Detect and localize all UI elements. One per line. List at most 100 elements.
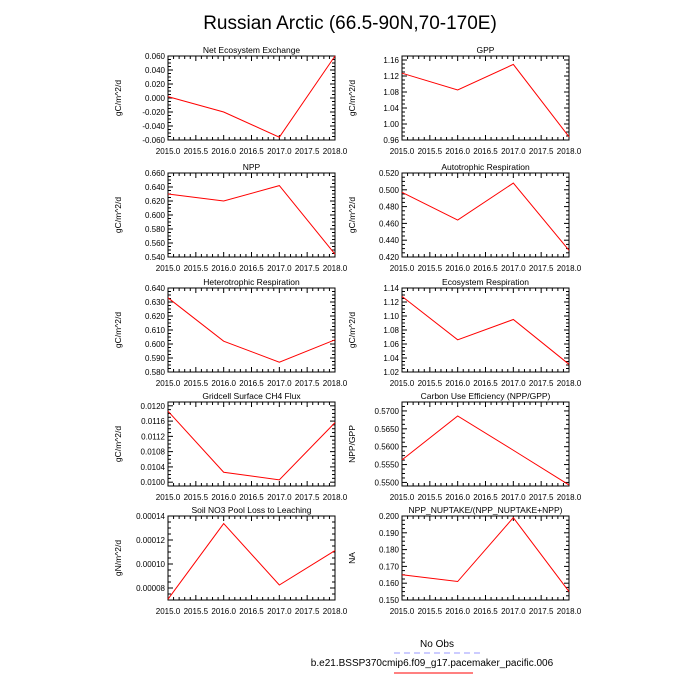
x-tick-label: 2016.0	[445, 264, 470, 273]
y-tick-label: 0.020	[145, 80, 166, 89]
legend-model-label: b.e21.BSSP370cmip6.f09_g17.pacemaker_pac…	[311, 658, 554, 669]
y-tick-label: -0.060	[142, 136, 165, 145]
y-tick-label: 0.520	[379, 169, 400, 178]
x-tick-label: 2016.5	[239, 379, 264, 388]
y-tick-label: 0.040	[145, 66, 166, 75]
x-tick-label: 2016.5	[239, 147, 264, 156]
y-axis-label: gC/m^2/d	[347, 80, 357, 116]
y-axis-label: NA	[347, 552, 357, 564]
y-tick-label: 0.200	[379, 512, 400, 521]
plot-frame	[167, 172, 336, 258]
y-tick-label: 0.0116	[141, 417, 165, 426]
y-tick-label: 0.150	[379, 596, 400, 605]
x-tick-label: 2015.5	[184, 264, 209, 273]
y-tick-label: 0.180	[379, 546, 400, 555]
x-tick-label: 2016.0	[211, 493, 236, 502]
series-line	[401, 182, 570, 251]
x-tick-label: 2015.0	[390, 147, 415, 156]
y-tick-label: -0.020	[142, 108, 165, 117]
series-line	[401, 415, 570, 486]
plot-frame	[167, 287, 336, 373]
chart-panel: 2015.0 2015.5 2016.0 2016.5 2017.0 2017.5 2018…	[347, 45, 582, 156]
y-tick-label: 0.480	[379, 203, 400, 212]
x-tick-label: 2017.5	[529, 264, 554, 273]
x-tick-label: 2017.5	[529, 147, 554, 156]
y-tick-label: 0.0112	[141, 432, 165, 441]
x-tick-label: 2015.5	[184, 379, 209, 388]
y-tick-label: 0.620	[145, 197, 166, 206]
x-tick-label: 2018.0	[323, 493, 348, 502]
x-tick-label: 2016.0	[445, 379, 470, 388]
y-tick-label: 0.590	[145, 354, 166, 363]
x-tick-label: 2015.0	[390, 379, 415, 388]
y-tick-label: 0.0120	[141, 402, 166, 411]
plot-frame	[167, 401, 336, 487]
plot-frame	[167, 515, 336, 601]
x-tick-label: 2018.0	[323, 147, 348, 156]
x-tick-label: 2015.5	[184, 147, 209, 156]
x-tick-label: 2016.5	[473, 264, 498, 273]
series-line	[401, 296, 570, 365]
y-axis-label: gC/m^2/d	[113, 312, 123, 348]
x-tick-label: 2017.0	[267, 264, 292, 273]
y-tick-label: 1.06	[383, 340, 399, 349]
y-tick-label: 0.5700	[375, 407, 400, 416]
x-tick-label: 2017.0	[267, 379, 292, 388]
legend-obs-label: No Obs	[420, 639, 454, 650]
y-axis-label: gC/m^2/d	[347, 197, 357, 233]
y-tick-label: 1.04	[383, 104, 399, 113]
x-tick-label: 2017.0	[501, 264, 526, 273]
y-tick-label: 1.00	[383, 120, 399, 129]
x-tick-label: 2015.0	[390, 264, 415, 273]
x-tick-label: 2018.0	[323, 607, 348, 616]
x-tick-label: 2016.5	[473, 379, 498, 388]
x-tick-label: 2015.0	[156, 493, 181, 502]
x-tick-label: 2016.5	[239, 493, 264, 502]
x-tick-label: 2015.5	[418, 264, 443, 273]
y-tick-label: 0.640	[145, 183, 166, 192]
y-tick-label: 0.440	[379, 236, 400, 245]
x-tick-label: 2018.0	[323, 264, 348, 273]
x-tick-label: 2017.5	[295, 493, 320, 502]
y-tick-label: 0.420	[379, 253, 400, 262]
y-axis-label: gC/m^2/d	[113, 197, 123, 233]
chart-panel: 2015.0 2015.5 2016.0 2016.5 2017.0 2017.5 2018…	[347, 391, 582, 502]
x-tick-label: 2015.0	[156, 379, 181, 388]
x-tick-label: 2016.0	[211, 147, 236, 156]
x-tick-label: 2016.0	[211, 607, 236, 616]
y-tick-label: 0.640	[145, 284, 166, 293]
x-tick-label: 2017.0	[267, 607, 292, 616]
x-tick-label: 2016.0	[445, 607, 470, 616]
y-tick-label: 0.060	[145, 52, 166, 61]
y-tick-label: 0.0100	[141, 478, 166, 487]
x-tick-label: 2015.0	[156, 264, 181, 273]
y-tick-label: 1.10	[383, 312, 399, 321]
y-axis-label: gN/m^2/d	[113, 540, 123, 576]
chart-panel: 2015.0 2015.5 2016.0 2016.5 2017.0 2017.5 2018…	[347, 162, 582, 273]
chart-panel: 2015.0 2015.5 2016.0 2016.5 2017.0 2017.5 2018…	[113, 277, 348, 388]
y-tick-label: 0.460	[379, 219, 400, 228]
x-tick-label: 2016.5	[473, 493, 498, 502]
x-tick-label: 2017.0	[267, 493, 292, 502]
y-tick-label: 0.600	[145, 211, 166, 220]
plot-frame	[401, 172, 570, 258]
y-tick-label: 0.5500	[375, 478, 400, 487]
legend: No Obs b.e21.BSSP370cmip6.f09_g17.pacema…	[311, 639, 554, 674]
y-tick-label: 1.12	[383, 298, 399, 307]
panel-title: Soil NO3 Pool Loss to Leaching	[191, 505, 311, 515]
plot-frame	[167, 55, 336, 141]
chart-panel: 2015.0 2015.5 2016.0 2016.5 2017.0 2017.5 2018…	[347, 277, 582, 388]
y-tick-label: 0.00008	[136, 584, 165, 593]
x-tick-label: 2015.5	[184, 493, 209, 502]
y-tick-label: 0.170	[379, 562, 400, 571]
x-tick-label: 2016.5	[473, 147, 498, 156]
y-axis-label: NPP/GPP	[347, 425, 357, 463]
panel-title: GPP	[477, 45, 495, 55]
x-tick-label: 2017.5	[529, 493, 554, 502]
y-tick-label: 0.160	[379, 579, 400, 588]
series-line	[167, 297, 336, 363]
x-tick-label: 2015.5	[418, 147, 443, 156]
y-tick-label: 1.12	[383, 72, 399, 81]
y-axis-label: gC/m^2/d	[113, 80, 123, 116]
panel-title: Carbon Use Efficiency (NPP/GPP)	[421, 391, 551, 401]
